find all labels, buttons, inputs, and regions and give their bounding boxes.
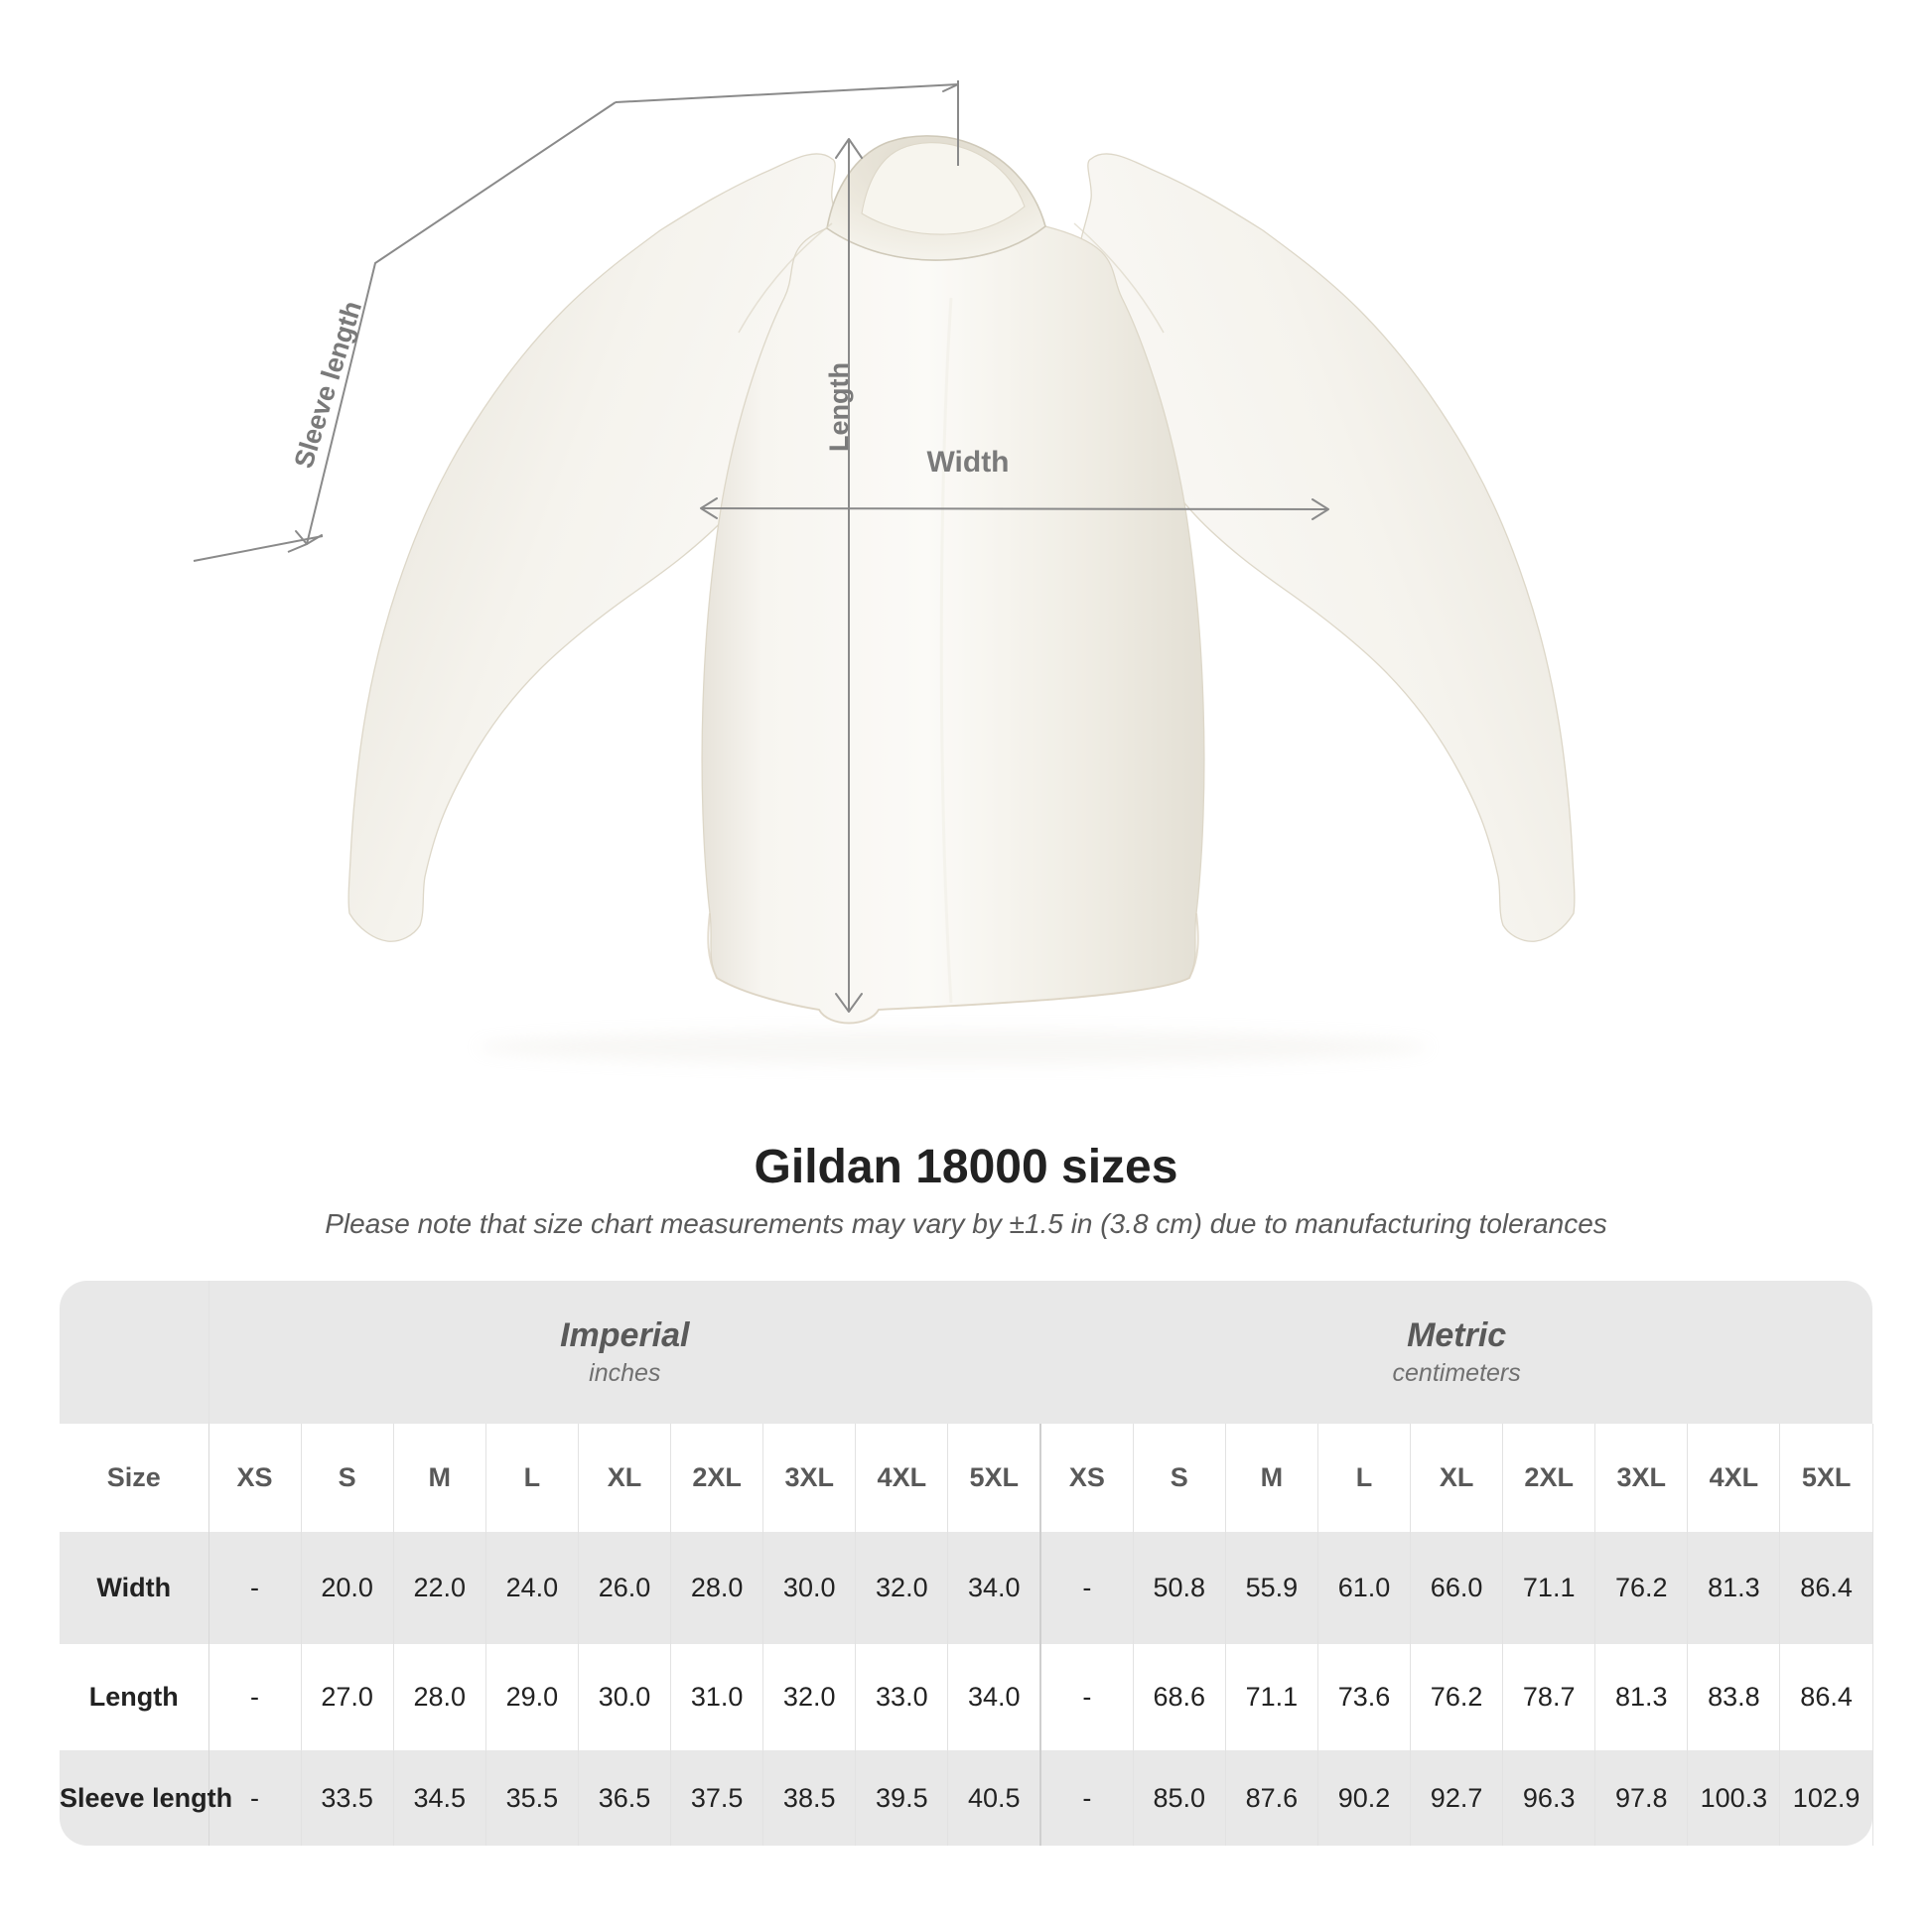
svg-text:Length: Length [824,362,854,452]
svg-text:Sleeve length: Sleeve length [289,298,368,472]
svg-text:Width: Width [926,446,1009,479]
